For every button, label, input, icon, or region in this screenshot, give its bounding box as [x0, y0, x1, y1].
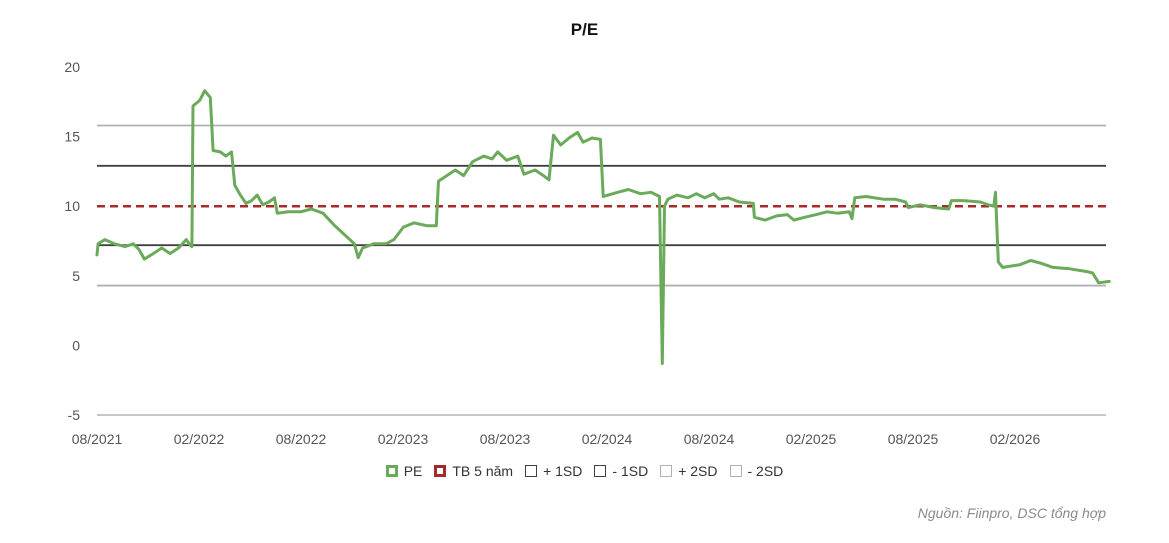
x-tick-label: 02/2025: [786, 431, 837, 447]
legend-swatch: [385, 465, 398, 477]
x-tick-label: 02/2024: [582, 431, 633, 447]
x-tick-label: 02/2023: [378, 431, 429, 447]
legend-label: + 1SD: [543, 463, 583, 479]
y-tick-label: -5: [68, 407, 81, 423]
y-tick-label: 10: [64, 198, 80, 214]
legend-item: TB 5 năm: [434, 463, 513, 479]
legend-label: + 2SD: [678, 463, 718, 479]
chart-title: P/E: [570, 20, 599, 39]
chart-legend: PE TB 5 năm + 1SD - 1SD + 2SD - 2SD: [0, 463, 1169, 479]
x-tick-label: 08/2023: [480, 431, 531, 447]
legend-item: + 2SD: [660, 463, 718, 479]
x-tick-label: 08/2022: [276, 431, 327, 447]
source-note: Nguồn: Fiinpro, DSC tổng hợp: [917, 505, 1106, 521]
legend-swatch: [729, 465, 742, 477]
pe-series-line: [95, 89, 1111, 365]
x-tick-label: 08/2021: [72, 431, 123, 447]
legend-swatch: [660, 465, 673, 477]
legend-swatch: [525, 465, 538, 477]
legend-label: TB 5 năm: [452, 463, 514, 479]
pe-chart: 20 15 10 5 0 -5 08/2021 02/2022 08/2022 02/2023 08…: [64, 59, 1111, 447]
x-tick-label: 08/2024: [684, 431, 735, 447]
x-tick-label: 02/2022: [174, 431, 225, 447]
y-tick-label: 5: [72, 268, 80, 284]
y-tick-label: 0: [72, 337, 80, 353]
legend-label: - 1SD: [612, 463, 649, 479]
legend-item: - 2SD: [729, 463, 784, 479]
legend-item: + 1SD: [525, 463, 582, 479]
x-tick-label: 02/2026: [990, 431, 1041, 447]
legend-label: - 2SD: [747, 463, 784, 479]
y-tick-label: 20: [64, 59, 80, 75]
legend-item: PE: [385, 463, 423, 479]
legend-label: PE: [403, 463, 423, 479]
x-tick-label: 08/2025: [888, 431, 939, 447]
y-tick-label: 15: [64, 129, 80, 145]
legend-swatch: [434, 465, 447, 477]
legend-item: - 1SD: [594, 463, 648, 479]
legend-swatch: [594, 465, 607, 477]
